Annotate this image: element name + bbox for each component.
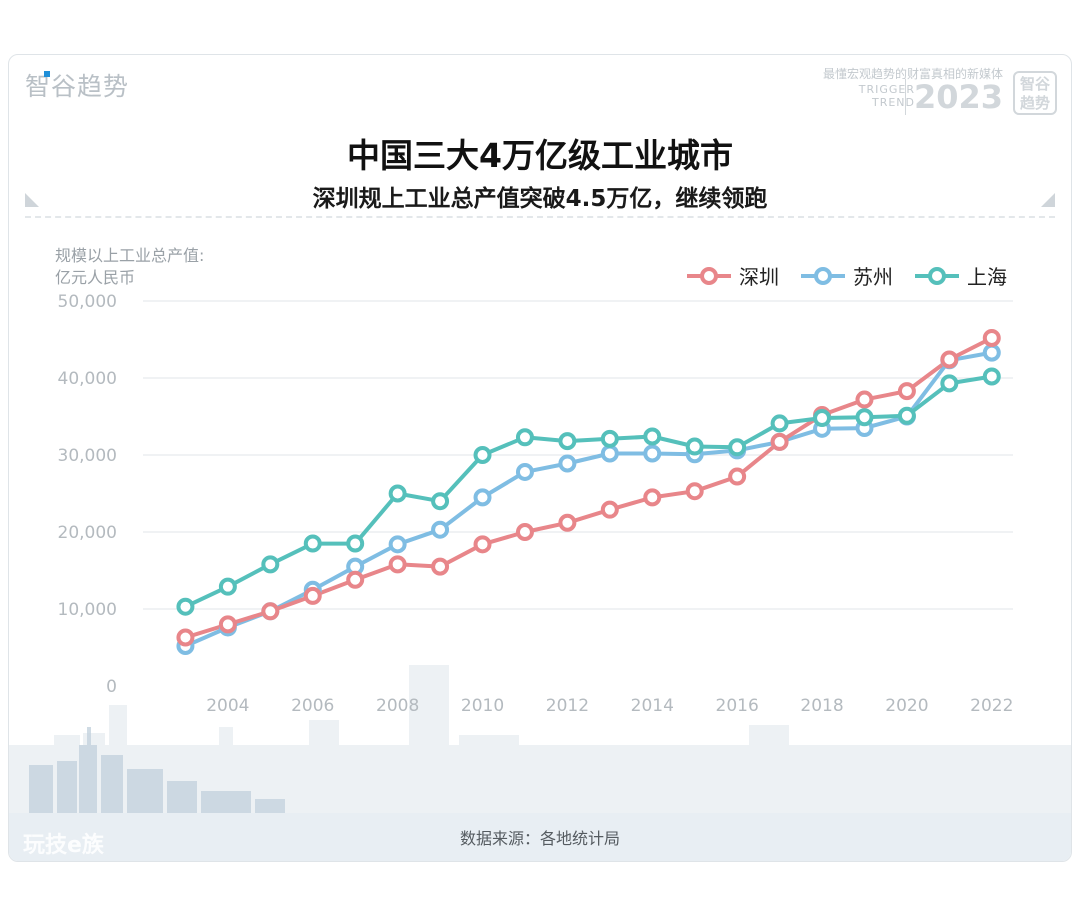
brand-trigger-text: TRIGGER TREND [859, 83, 915, 109]
data-point-shenzhen [897, 382, 916, 401]
brand-trigger-line2: TREND [871, 96, 915, 109]
brand-dot-icon [44, 71, 50, 77]
legend-marker-shenzhen-icon [687, 266, 731, 285]
legend-label-shanghai: 上海 [967, 265, 1007, 289]
x-tick-label: 2012 [546, 696, 589, 716]
brand-logo-right: 最懂宏观趋势的财富真相的新媒体 TRIGGER TREND 2023 智谷 趋势 [797, 65, 1057, 119]
data-point-shenzhen [218, 615, 237, 634]
y-tick-label: 50,000 [58, 292, 117, 312]
y-tick-label: 40,000 [58, 369, 117, 389]
data-point-suzhou [982, 343, 1001, 362]
data-point-shenzhen [515, 523, 534, 541]
data-point-shenzhen [431, 557, 450, 576]
data-point-shanghai [855, 408, 874, 427]
data-point-shanghai [176, 597, 195, 616]
data-point-shenzhen [728, 467, 747, 486]
data-point-shenzhen [685, 482, 704, 501]
y-axis-label-line2: 亿元人民币 [55, 268, 136, 287]
data-point-suzhou [473, 488, 492, 507]
x-tick-label: 2020 [885, 696, 928, 716]
data-point-shenzhen [600, 500, 619, 519]
x-tick-label: 2004 [206, 696, 249, 716]
data-point-shanghai [346, 534, 365, 553]
x-tick-label: 2018 [800, 696, 843, 716]
legend-marker-suzhou-icon [801, 266, 845, 285]
data-point-shanghai [897, 406, 916, 425]
x-tick-label: 2022 [970, 696, 1013, 716]
corner-triangle-left-icon [25, 193, 39, 207]
legend-item-shanghai: 上海 [915, 261, 1007, 290]
data-point-suzhou [431, 520, 450, 539]
data-point-suzhou [600, 444, 619, 463]
y-tick-label: 30,000 [58, 446, 117, 466]
data-point-shanghai [643, 427, 662, 446]
data-point-shenzhen [982, 328, 1001, 347]
y-tick-label: 20,000 [58, 523, 117, 543]
data-point-suzhou [388, 535, 407, 554]
footer-logo: 玩技e族 [23, 833, 104, 858]
data-point-shanghai [303, 534, 322, 553]
data-point-suzhou [643, 444, 662, 463]
x-tick-label: 2006 [291, 696, 334, 716]
legend-label-suzhou: 苏州 [853, 265, 893, 289]
legend-item-suzhou: 苏州 [801, 261, 893, 290]
data-point-suzhou [558, 454, 577, 473]
data-point-shenzhen [770, 432, 789, 451]
y-axis-label-line1: 规模以上工业总产值: [55, 246, 205, 265]
data-point-shanghai [558, 432, 577, 451]
data-point-shenzhen [558, 513, 577, 532]
data-point-shanghai [685, 437, 704, 456]
y-tick-label: 0 [106, 677, 117, 697]
chart-title: 中国三大4万亿级工业城市 [347, 136, 733, 175]
data-point-shanghai [813, 409, 832, 428]
legend-item-shenzhen: 深圳 [687, 261, 779, 290]
data-point-shenzhen [303, 586, 322, 605]
data-point-shanghai [261, 555, 280, 574]
data-point-shenzhen [388, 555, 407, 574]
data-point-shanghai [218, 577, 237, 596]
data-point-shanghai [982, 367, 1001, 386]
brand-seal-line2: 趋势 [1019, 94, 1050, 112]
footer-source: 数据来源：各地统计局 [9, 813, 1071, 861]
data-point-shenzhen [261, 602, 280, 621]
brand-logo-left: 智谷趋势 [25, 67, 129, 103]
data-point-shanghai [473, 446, 492, 464]
x-tick-label: 2010 [461, 696, 504, 716]
chart-card: 智谷趋势 最懂宏观趋势的财富真相的新媒体 TRIGGER TREND 2023 … [8, 54, 1072, 862]
data-point-shenzhen [176, 628, 195, 647]
x-tick-label: 2014 [631, 696, 674, 716]
data-point-shanghai [515, 428, 534, 447]
source-text: 数据来源：各地统计局 [459, 829, 620, 848]
x-tick-label: 2008 [376, 696, 419, 716]
data-point-shenzhen [940, 350, 959, 369]
data-point-shenzhen [473, 535, 492, 554]
corner-triangle-right-icon [1041, 193, 1055, 207]
data-point-shanghai [388, 484, 407, 503]
data-point-shanghai [770, 414, 789, 433]
y-tick-label: 10,000 [58, 600, 117, 620]
brand-slogan: 最懂宏观趋势的财富真相的新媒体 [822, 67, 1003, 81]
line-chart-plot: 0 10,000 20,000 30,000 40,000 50,000 2004 2006 2… [58, 292, 1014, 716]
data-point-shanghai [600, 429, 619, 448]
brand-trigger-line1: TRIGGER [858, 83, 915, 96]
data-point-suzhou [515, 462, 534, 481]
data-point-shenzhen [855, 390, 874, 409]
chart-subtitle: 深圳规上工业总产值突破4.5万亿，继续领跑 [312, 186, 768, 212]
divider [25, 216, 1055, 218]
brand-name: 智谷趋势 [25, 72, 130, 101]
brand-year: 2023 [904, 79, 1003, 115]
legend-label-shenzhen: 深圳 [739, 265, 779, 289]
brand-seal-line1: 智谷 [1019, 75, 1050, 93]
brand-seal: 智谷 趋势 [1013, 71, 1057, 115]
data-point-shanghai [431, 492, 450, 511]
x-tick-label: 2016 [716, 696, 759, 716]
legend-marker-shanghai-icon [915, 266, 959, 285]
y-axis-label: 规模以上工业总产值: 亿元人民币 [55, 245, 204, 289]
data-point-shanghai [728, 438, 747, 457]
data-point-shanghai [940, 374, 959, 393]
data-point-shenzhen [346, 570, 365, 589]
data-point-shenzhen [643, 488, 662, 507]
chart-legend: 深圳 苏州 上海 [687, 261, 1007, 290]
